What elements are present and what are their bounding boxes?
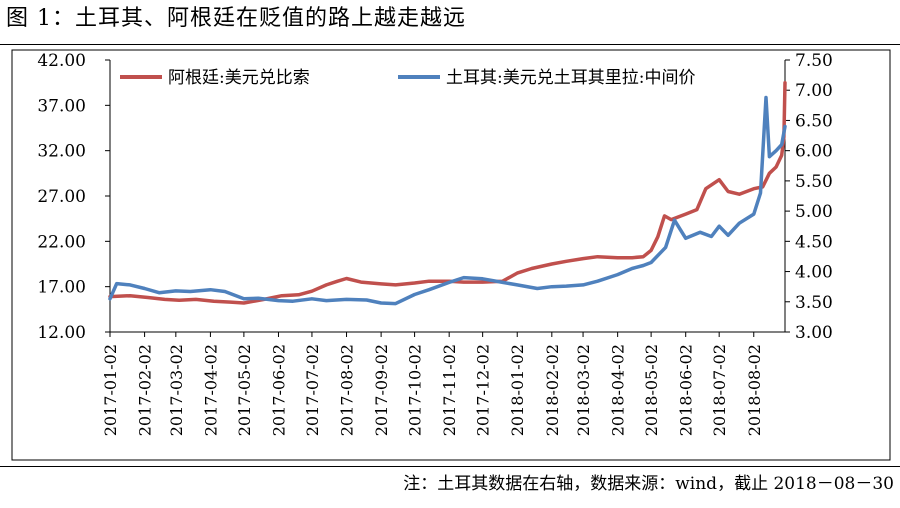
x-tick-label: 2017-01-02	[101, 344, 120, 436]
left-tick-label: 42.00	[37, 51, 86, 71]
left-tick-label: 12.00	[37, 323, 86, 343]
plot-frame	[11, 49, 891, 461]
series-layer	[108, 80, 787, 306]
series-line-argentina	[108, 80, 787, 305]
x-tick-label: 2018-05-02	[642, 344, 661, 436]
left-tick-label: 32.00	[37, 142, 86, 162]
x-tick-label: 2018-07-02	[710, 344, 729, 436]
x-tick-label: 2017-02-02	[136, 344, 155, 436]
x-tick-label: 2017-05-02	[235, 344, 254, 436]
left-tick-label: 37.00	[37, 96, 86, 116]
left-tick-label: 27.00	[37, 187, 86, 207]
x-tick-label: 2017-04-02	[201, 344, 220, 436]
x-tick-label: 2018-08-02	[745, 344, 764, 436]
right-tick-label: 5.00	[795, 202, 833, 222]
x-tick-label: 2018-01-02	[508, 344, 527, 436]
x-tick-label: 2018-02-02	[543, 344, 562, 436]
x-tick-label: 2018-03-02	[574, 344, 593, 436]
x-tick-label: 2017-10-02	[406, 344, 425, 436]
right-tick-label: 3.00	[795, 323, 833, 343]
top-rule	[0, 44, 900, 45]
right-tick-label: 5.50	[795, 172, 833, 192]
figure-title: 图 1：土耳其、阿根廷在贬值的路上越走越远	[6, 6, 466, 31]
bottom-rule	[0, 466, 900, 467]
x-tick-label: 2017-03-02	[167, 344, 186, 436]
right-tick-label: 4.00	[795, 263, 833, 283]
legend: 阿根廷:美元兑比索 土耳其:美元兑土耳其里拉:中间价	[120, 68, 695, 88]
right-tick-label: 7.00	[795, 81, 833, 101]
legend-label: 阿根廷:美元兑比索	[168, 68, 310, 88]
right-tick-label: 6.50	[795, 111, 833, 131]
series-line-turkey	[108, 95, 787, 306]
right-axis: 3.00 3.50 4.00 4.50 5.00 5.50 6.00 6.50 7.00 7.50	[784, 51, 833, 343]
x-tick-label: 2017-07-02	[303, 344, 322, 436]
x-tick-label: 2017-09-02	[372, 344, 391, 436]
source-note: 注：土耳其数据在右轴，数据来源：wind，截止 2018－08－30	[403, 474, 894, 494]
x-tick-label: 2018-06-02	[677, 344, 696, 436]
right-tick-label: 7.50	[795, 51, 833, 71]
legend-label: 土耳其:美元兑土耳其里拉:中间价	[446, 68, 695, 88]
left-tick-label: 17.00	[37, 278, 86, 298]
x-tick-label: 2017-06-02	[269, 344, 288, 436]
left-axis: 12.00 17.00 22.00 27.00 32.00 37.00 42.00	[37, 51, 111, 343]
dual-axis-line-chart: 12.00 17.00 22.00 27.00 32.00 37.00 42.00 3.00…	[11, 49, 891, 461]
right-tick-label: 4.50	[795, 232, 833, 252]
right-tick-label: 6.00	[795, 142, 833, 162]
x-tick-label: 2017-11-02	[440, 344, 459, 436]
x-axis: 2017-01-02 2017-02-02 2017-03-02 2017-04-02…	[101, 331, 785, 436]
x-tick-label: 2017-12-02	[474, 344, 493, 436]
right-tick-label: 3.50	[795, 293, 833, 313]
x-tick-label: 2018-04-02	[609, 344, 628, 436]
left-tick-label: 22.00	[37, 232, 86, 252]
x-tick-label: 2017-08-02	[338, 344, 357, 436]
